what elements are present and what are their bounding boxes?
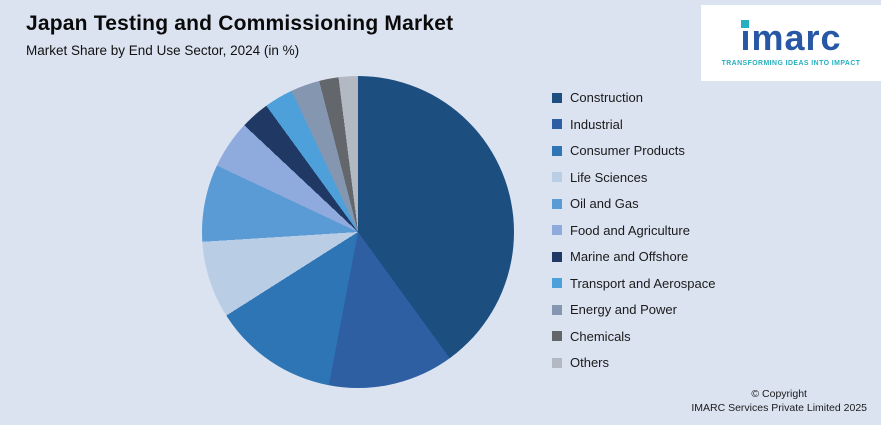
legend-label: Food and Agriculture: [570, 222, 690, 238]
legend-swatch: [552, 119, 562, 129]
legend-label: Transport and Aerospace: [570, 275, 716, 291]
copyright-line-2: IMARC Services Private Limited 2025: [691, 401, 867, 414]
legend-item: Industrial: [552, 116, 716, 133]
legend-swatch: [552, 251, 562, 262]
legend-item: Consumer Products: [552, 142, 716, 159]
legend-item: Energy and Power: [552, 301, 716, 318]
imarc-logo: imarc TRANSFORMING IDEAS INTO IMPACT: [701, 5, 881, 81]
legend-swatch: [552, 225, 562, 235]
legend-swatch: [552, 198, 562, 209]
legend-swatch: [552, 172, 562, 182]
legend-item: Transport and Aerospace: [552, 275, 716, 292]
legend-swatch: [552, 331, 562, 341]
imarc-brand-text: imarc: [740, 16, 842, 58]
legend-swatch: [552, 304, 562, 315]
copyright-line-1: © Copyright: [751, 387, 807, 400]
legend-item: Oil and Gas: [552, 195, 716, 212]
pie-chart: [202, 76, 514, 388]
legend-label: Industrial: [570, 116, 623, 132]
legend-item: Life Sciences: [552, 169, 716, 186]
legend-item: Others: [552, 354, 716, 371]
imarc-i-dot-icon: [741, 19, 750, 28]
legend-swatch: [552, 92, 562, 103]
page-title: Japan Testing and Commissioning Market: [26, 12, 454, 35]
legend-label: Marine and Offshore: [570, 249, 689, 264]
legend-swatch: [552, 145, 562, 156]
copyright: © Copyright IMARC Services Private Limit…: [691, 387, 867, 415]
header: Japan Testing and Commissioning Market M…: [26, 12, 453, 58]
legend-item: Food and Agriculture: [552, 222, 716, 239]
legend-swatch: [552, 357, 562, 368]
legend-label: Life Sciences: [570, 169, 648, 185]
legend-swatch: [552, 278, 562, 288]
legend-label: Consumer Products: [570, 143, 685, 158]
legend-item: Marine and Offshore: [552, 248, 716, 265]
legend-item: Construction: [552, 89, 716, 106]
imarc-tagline: TRANSFORMING IDEAS INTO IMPACT: [721, 59, 861, 67]
imarc-wordmark: imarc: [740, 16, 842, 58]
legend-label: Oil and Gas: [570, 196, 639, 211]
legend-item: Chemicals: [552, 328, 716, 345]
legend-label: Others: [570, 355, 610, 370]
page-subtitle: Market Share by End Use Sector, 2024 (in…: [26, 43, 300, 58]
legend: Construction Industrial Consumer Products L…: [552, 89, 716, 371]
legend-label: Chemicals: [570, 328, 631, 344]
legend-label: Construction: [570, 90, 643, 105]
legend-label: Energy and Power: [570, 302, 677, 317]
